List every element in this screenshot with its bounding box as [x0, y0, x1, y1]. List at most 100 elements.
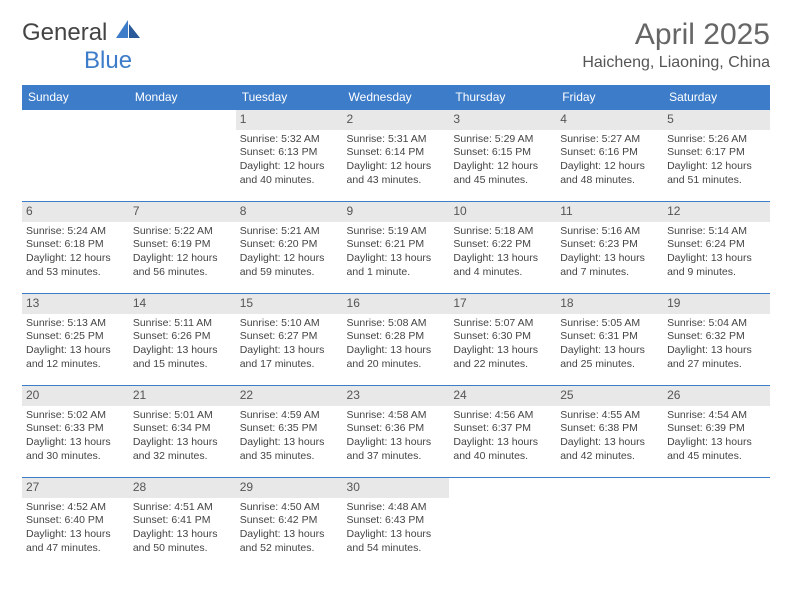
cell-sunrise: Sunrise: 5:24 AM [26, 225, 125, 239]
cell-dl1: Daylight: 13 hours [560, 344, 659, 358]
cell-dl1: Daylight: 12 hours [453, 160, 552, 174]
calendar-cell: 29Sunrise: 4:50 AMSunset: 6:42 PMDayligh… [236, 478, 343, 570]
cell-dl1: Daylight: 13 hours [667, 252, 766, 266]
calendar-row: 27Sunrise: 4:52 AMSunset: 6:40 PMDayligh… [22, 478, 770, 570]
cell-dl2: and 25 minutes. [560, 358, 659, 372]
cell-sunrise: Sunrise: 5:22 AM [133, 225, 232, 239]
title-block: April 2025 Haicheng, Liaoning, China [582, 18, 770, 72]
cell-dl2: and 42 minutes. [560, 450, 659, 464]
cell-dl2: and 53 minutes. [26, 266, 125, 280]
cell-sunrise: Sunrise: 5:14 AM [667, 225, 766, 239]
calendar-cell: 17Sunrise: 5:07 AMSunset: 6:30 PMDayligh… [449, 294, 556, 386]
cell-dl2: and 56 minutes. [133, 266, 232, 280]
brand-text-b: Blue [84, 47, 132, 74]
day-number: 28 [129, 478, 236, 498]
cell-dl2: and 30 minutes. [26, 450, 125, 464]
cell-sunset: Sunset: 6:19 PM [133, 238, 232, 252]
cell-dl2: and 45 minutes. [453, 174, 552, 188]
cell-sunset: Sunset: 6:25 PM [26, 330, 125, 344]
weekday-header: Monday [129, 85, 236, 110]
cell-sunset: Sunset: 6:32 PM [667, 330, 766, 344]
calendar-cell: 20Sunrise: 5:02 AMSunset: 6:33 PMDayligh… [22, 386, 129, 478]
day-number: 24 [449, 386, 556, 406]
cell-sunset: Sunset: 6:43 PM [347, 514, 446, 528]
cell-sunset: Sunset: 6:14 PM [347, 146, 446, 160]
cell-dl2: and 48 minutes. [560, 174, 659, 188]
cell-sunset: Sunset: 6:28 PM [347, 330, 446, 344]
cell-dl1: Daylight: 12 hours [26, 252, 125, 266]
cell-sunrise: Sunrise: 5:13 AM [26, 317, 125, 331]
cell-sunset: Sunset: 6:40 PM [26, 514, 125, 528]
cell-dl2: and 37 minutes. [347, 450, 446, 464]
day-number: 25 [556, 386, 663, 406]
calendar-cell: 3Sunrise: 5:29 AMSunset: 6:15 PMDaylight… [449, 110, 556, 202]
day-number: 7 [129, 202, 236, 222]
weekday-header: Saturday [663, 85, 770, 110]
cell-sunrise: Sunrise: 5:02 AM [26, 409, 125, 423]
cell-dl2: and 1 minute. [347, 266, 446, 280]
day-number: 14 [129, 294, 236, 314]
day-number: 27 [22, 478, 129, 498]
cell-dl1: Daylight: 12 hours [560, 160, 659, 174]
brand: General Blue [22, 18, 142, 75]
day-number: 21 [129, 386, 236, 406]
calendar-cell: 16Sunrise: 5:08 AMSunset: 6:28 PMDayligh… [343, 294, 450, 386]
calendar-cell: 18Sunrise: 5:05 AMSunset: 6:31 PMDayligh… [556, 294, 663, 386]
day-number: 20 [22, 386, 129, 406]
calendar-row: 13Sunrise: 5:13 AMSunset: 6:25 PMDayligh… [22, 294, 770, 386]
cell-sunset: Sunset: 6:22 PM [453, 238, 552, 252]
cell-sunrise: Sunrise: 5:18 AM [453, 225, 552, 239]
cell-sunset: Sunset: 6:23 PM [560, 238, 659, 252]
day-number: 15 [236, 294, 343, 314]
calendar-cell: 7Sunrise: 5:22 AMSunset: 6:19 PMDaylight… [129, 202, 236, 294]
cell-dl1: Daylight: 13 hours [667, 344, 766, 358]
day-number: 16 [343, 294, 450, 314]
calendar-cell: 2Sunrise: 5:31 AMSunset: 6:14 PMDaylight… [343, 110, 450, 202]
cell-dl1: Daylight: 13 hours [560, 252, 659, 266]
weekday-header: Thursday [449, 85, 556, 110]
cell-dl1: Daylight: 13 hours [453, 436, 552, 450]
calendar-cell [129, 110, 236, 202]
cell-sunrise: Sunrise: 5:10 AM [240, 317, 339, 331]
cell-dl2: and 32 minutes. [133, 450, 232, 464]
calendar-cell: 19Sunrise: 5:04 AMSunset: 6:32 PMDayligh… [663, 294, 770, 386]
cell-sunrise: Sunrise: 5:32 AM [240, 133, 339, 147]
weekday-header: Sunday [22, 85, 129, 110]
cell-sunrise: Sunrise: 4:50 AM [240, 501, 339, 515]
cell-sunset: Sunset: 6:37 PM [453, 422, 552, 436]
calendar-body: 1Sunrise: 5:32 AMSunset: 6:13 PMDaylight… [22, 110, 770, 570]
calendar-cell: 27Sunrise: 4:52 AMSunset: 6:40 PMDayligh… [22, 478, 129, 570]
cell-sunrise: Sunrise: 4:56 AM [453, 409, 552, 423]
cell-dl1: Daylight: 12 hours [240, 160, 339, 174]
cell-sunset: Sunset: 6:39 PM [667, 422, 766, 436]
day-number: 19 [663, 294, 770, 314]
cell-sunrise: Sunrise: 5:08 AM [347, 317, 446, 331]
cell-sunset: Sunset: 6:34 PM [133, 422, 232, 436]
day-number: 9 [343, 202, 450, 222]
cell-sunset: Sunset: 6:31 PM [560, 330, 659, 344]
day-number: 4 [556, 110, 663, 130]
calendar-cell: 11Sunrise: 5:16 AMSunset: 6:23 PMDayligh… [556, 202, 663, 294]
day-number: 3 [449, 110, 556, 130]
cell-sunrise: Sunrise: 5:05 AM [560, 317, 659, 331]
cell-sunrise: Sunrise: 4:55 AM [560, 409, 659, 423]
calendar-cell: 6Sunrise: 5:24 AMSunset: 6:18 PMDaylight… [22, 202, 129, 294]
cell-sunset: Sunset: 6:42 PM [240, 514, 339, 528]
cell-dl1: Daylight: 12 hours [240, 252, 339, 266]
calendar-cell: 5Sunrise: 5:26 AMSunset: 6:17 PMDaylight… [663, 110, 770, 202]
location: Haicheng, Liaoning, China [582, 54, 770, 72]
cell-dl2: and 43 minutes. [347, 174, 446, 188]
cell-sunset: Sunset: 6:18 PM [26, 238, 125, 252]
cell-dl2: and 4 minutes. [453, 266, 552, 280]
cell-dl1: Daylight: 13 hours [453, 252, 552, 266]
cell-dl1: Daylight: 13 hours [26, 436, 125, 450]
cell-sunset: Sunset: 6:15 PM [453, 146, 552, 160]
day-number: 12 [663, 202, 770, 222]
cell-dl1: Daylight: 13 hours [347, 252, 446, 266]
day-number: 10 [449, 202, 556, 222]
cell-sunrise: Sunrise: 5:01 AM [133, 409, 232, 423]
cell-dl1: Daylight: 13 hours [560, 436, 659, 450]
weekday-header: Wednesday [343, 85, 450, 110]
calendar-cell: 22Sunrise: 4:59 AMSunset: 6:35 PMDayligh… [236, 386, 343, 478]
cell-dl1: Daylight: 13 hours [667, 436, 766, 450]
